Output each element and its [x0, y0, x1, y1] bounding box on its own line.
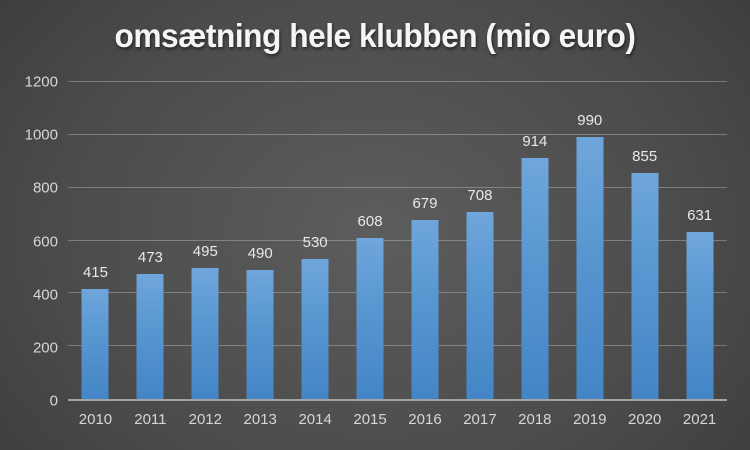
bar-column: 415 2010 [68, 82, 123, 427]
x-tick-label: 2014 [298, 411, 332, 428]
bar-column: 855 2020 [617, 82, 672, 427]
bar [136, 274, 164, 399]
x-tick-label: 2013 [243, 411, 277, 428]
bar [301, 259, 329, 399]
y-tick-label: 1000 [24, 126, 58, 144]
y-axis-labels: 0 200 400 600 800 1000 1200 [0, 75, 58, 409]
bar-value-label: 708 [467, 186, 493, 204]
bar-column: 530 2014 [288, 82, 343, 427]
x-tick-label: 2020 [627, 411, 662, 428]
x-tick-label: 2016 [408, 411, 442, 428]
bar-column: 608 2015 [343, 82, 398, 427]
x-tick-label: 2018 [518, 411, 552, 428]
bar-column: 495 2012 [178, 82, 233, 427]
bar-value-label: 530 [302, 234, 328, 251]
bar-column: 490 2013 [233, 82, 288, 427]
x-tick-label: 2010 [78, 411, 113, 428]
bar-column: 990 2019 [562, 82, 617, 427]
gridline [68, 239, 727, 241]
y-tick-label: 600 [32, 233, 58, 250]
plot-area: 415 2010 473 2011 495 2012 490 2013 530 2014 608 20… [68, 81, 727, 427]
bar-value-label: 415 [82, 264, 108, 282]
bar-value-label: 990 [577, 112, 603, 130]
x-tick-label: 2011 [134, 411, 167, 428]
bar-value-label: 473 [137, 249, 163, 267]
x-tick-label: 2017 [463, 411, 497, 428]
bar [686, 232, 714, 399]
bar [576, 137, 604, 399]
bar-column: 473 2011 [123, 82, 178, 427]
bar [466, 211, 494, 399]
bar-value-label: 679 [412, 194, 438, 212]
bar-value-label: 608 [357, 213, 383, 231]
bar-columns: 415 2010 473 2011 495 2012 490 2013 530 2014 608 20… [68, 82, 727, 427]
x-tick-label: 2015 [353, 411, 387, 428]
gridline [68, 292, 727, 294]
x-tick-label: 2021 [682, 411, 717, 428]
gridline [68, 186, 727, 188]
bar [246, 269, 274, 399]
y-tick-label: 0 [49, 392, 58, 410]
gridline [68, 133, 727, 135]
bar-column: 631 2021 [672, 82, 727, 427]
bar [191, 268, 219, 399]
x-tick-label: 2019 [573, 411, 607, 428]
bar-column: 679 2016 [398, 82, 453, 427]
y-tick-label: 400 [32, 286, 58, 304]
gridline [68, 345, 727, 347]
y-tick-label: 800 [32, 179, 58, 197]
bar [521, 157, 549, 399]
bar-value-label: 855 [632, 148, 658, 166]
bar-value-label: 914 [522, 132, 548, 150]
bar-column: 914 2018 [507, 82, 562, 427]
bar [631, 173, 659, 399]
bar-value-label: 631 [687, 207, 713, 225]
gridline [68, 81, 727, 82]
chart-title: omsætning hele klubben (mio euro) [114, 17, 636, 54]
y-tick-label: 200 [32, 339, 58, 357]
bar [81, 289, 109, 399]
bar-column: 708 2017 [452, 82, 507, 427]
x-tick-label: 2012 [188, 411, 222, 428]
bar [356, 238, 384, 399]
bar-value-label: 495 [192, 243, 218, 261]
bar [411, 219, 439, 399]
bar-value-label: 490 [247, 244, 273, 262]
y-tick-label: 1200 [24, 73, 58, 91]
